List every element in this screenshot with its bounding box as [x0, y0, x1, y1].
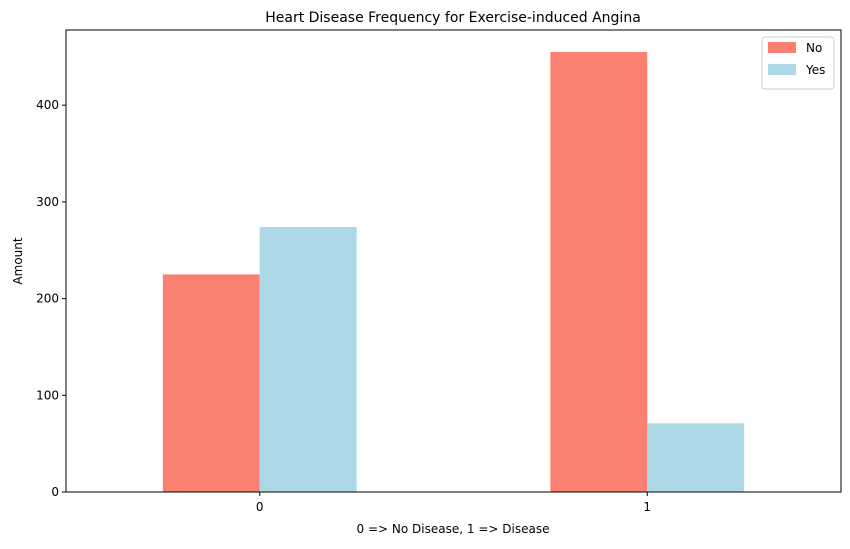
y-tick-label-200: 200	[36, 292, 59, 306]
legend-swatch-no	[768, 42, 796, 53]
x-axis-label: 0 => No Disease, 1 => Disease	[357, 522, 550, 536]
legend-label-no: No	[806, 41, 822, 55]
bar-no-category-0	[162, 274, 260, 492]
x-tick-label-0: 0	[256, 500, 264, 514]
legend-swatch-yes	[768, 64, 796, 75]
bar-yes-category-1	[647, 423, 745, 492]
bar-no-category-1	[550, 52, 648, 492]
legend-label-yes: Yes	[805, 63, 825, 77]
x-tick-label-1: 1	[643, 500, 651, 514]
y-tick-label-0: 0	[51, 485, 59, 499]
legend: No Yes	[761, 36, 835, 90]
y-axis: 0 100 200 300 400	[36, 98, 66, 499]
bar-yes-category-0	[259, 227, 357, 493]
chart-title: Heart Disease Frequency for Exercise-ind…	[265, 10, 641, 26]
bars-layer	[162, 52, 745, 493]
y-axis-label: Amount	[11, 237, 25, 284]
y-tick-label-300: 300	[36, 195, 59, 209]
y-tick-label-400: 400	[36, 98, 59, 112]
y-tick-label-100: 100	[36, 388, 59, 402]
plot-frame	[65, 29, 842, 493]
